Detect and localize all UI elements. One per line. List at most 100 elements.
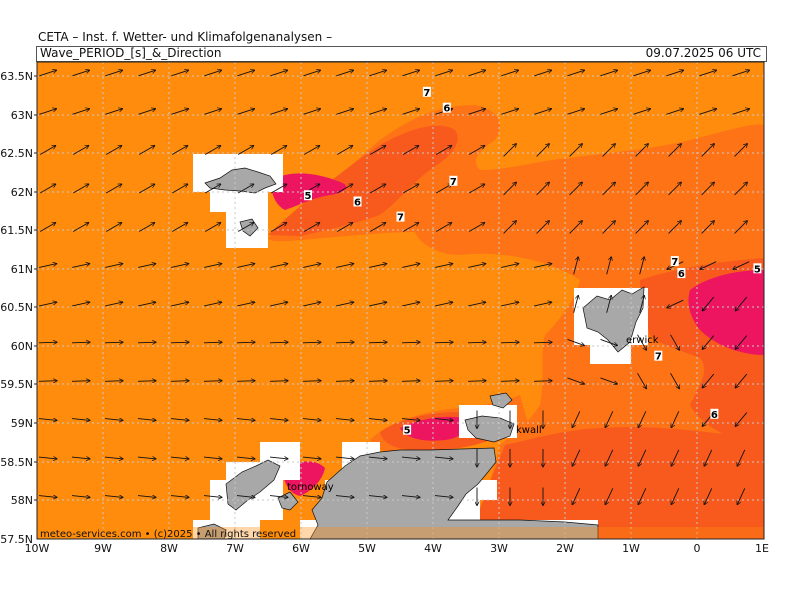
contour-label: 7 (655, 352, 662, 363)
direction-arrow (434, 419, 453, 421)
lon-label: 1E (755, 542, 769, 555)
direction-arrow (269, 419, 288, 421)
direction-arrow (236, 457, 255, 459)
direction-arrow (702, 335, 715, 350)
direction-arrow (737, 488, 746, 504)
map-frame (36, 61, 765, 540)
direction-arrow (572, 449, 581, 466)
direction-arrow (171, 146, 188, 155)
direction-arrow (602, 182, 616, 196)
contour-label-bg (403, 424, 412, 435)
direction-arrow (39, 184, 56, 194)
direction-arrow (434, 342, 453, 343)
credit-text: meteo-services.com • (c)2025 • All right… (40, 529, 296, 540)
direction-arrow (468, 146, 485, 155)
direction-arrow (38, 419, 57, 421)
direction-arrow (72, 302, 90, 307)
direction-arrow (700, 261, 717, 270)
direction-arrow (369, 223, 386, 232)
direction-arrow (237, 223, 254, 232)
direction-arrow (671, 411, 680, 427)
direction-arrow (573, 257, 579, 275)
direction-arrow (303, 302, 321, 307)
direction-arrow (204, 184, 221, 194)
contour-label: 7 (671, 257, 678, 268)
direction-arrow (369, 264, 387, 268)
period-5-field-shetland-east (688, 270, 764, 355)
direction-arrow (606, 295, 612, 313)
direction-arrow (605, 449, 614, 466)
direction-arrow (39, 70, 56, 77)
direction-arrow (71, 342, 90, 343)
direction-arrow (105, 109, 122, 115)
contour-label-bg (422, 86, 431, 97)
direction-arrow (72, 70, 89, 77)
direction-arrow (336, 223, 353, 232)
direction-arrow (735, 296, 748, 311)
direction-arrow (138, 146, 155, 155)
direction-arrow (335, 342, 354, 343)
direction-arrow (39, 264, 57, 268)
direction-arrow (734, 182, 748, 196)
direction-arrow (435, 184, 452, 194)
contour-label: 6 (678, 269, 685, 280)
direction-arrow (138, 302, 156, 307)
direction-arrow (237, 264, 255, 268)
direction-arrow (671, 449, 680, 466)
direction-arrow (534, 302, 552, 307)
contour-label: 7 (397, 213, 404, 224)
direction-arrow (401, 381, 420, 382)
lon-label: 2W (556, 542, 574, 555)
direction-arrow (567, 377, 585, 384)
direction-arrow (336, 146, 353, 155)
direction-arrow (368, 496, 387, 498)
direction-arrow (402, 223, 419, 232)
lon-label: 10W (25, 542, 50, 555)
direction-arrow (602, 144, 616, 157)
contour-label-bg (710, 408, 719, 419)
contour-label-bg (753, 263, 762, 274)
direction-arrow (368, 419, 387, 421)
contour-label-bg (442, 102, 451, 113)
direction-arrow (71, 419, 90, 421)
direction-arrow (600, 70, 617, 77)
direction-arrow (735, 412, 748, 427)
direction-arrow (635, 182, 649, 196)
direction-arrow (503, 144, 517, 157)
direction-arrow (105, 70, 122, 77)
direction-arrow (137, 419, 156, 421)
direction-arrow (203, 342, 222, 343)
direction-arrow (237, 184, 254, 194)
lon-label: 5W (358, 542, 376, 555)
direction-arrow (501, 264, 519, 268)
lon-label: 4W (424, 542, 442, 555)
direction-arrow (435, 146, 452, 155)
lat-label: 59N (11, 417, 33, 430)
direction-arrow (204, 146, 221, 155)
contour-label-bg (304, 190, 312, 201)
direction-arrow (500, 342, 519, 343)
direction-arrow (567, 70, 584, 77)
direction-arrow (704, 449, 713, 466)
direction-arrow (39, 146, 56, 155)
direction-arrow (270, 70, 287, 77)
valid-datetime: 09.07.2025 06 UTC (645, 46, 761, 60)
direction-arrow (105, 302, 123, 307)
direction-arrow (336, 184, 353, 194)
direction-arrow (170, 457, 189, 459)
direction-arrow (335, 381, 354, 382)
lon-label: 1W (622, 542, 640, 555)
direction-arrow (633, 109, 650, 115)
contour-label: 6 (354, 198, 361, 209)
direction-arrow (402, 184, 419, 194)
direction-arrow (204, 109, 221, 115)
contour-label: 7 (450, 177, 457, 188)
direction-arrow (270, 184, 287, 194)
direction-arrow (702, 296, 715, 311)
direction-arrow (369, 70, 386, 77)
direction-arrow (569, 221, 583, 234)
direction-arrow (104, 381, 123, 382)
direction-arrow (303, 109, 320, 115)
direction-arrow (236, 381, 255, 382)
direction-arrow (105, 184, 122, 194)
